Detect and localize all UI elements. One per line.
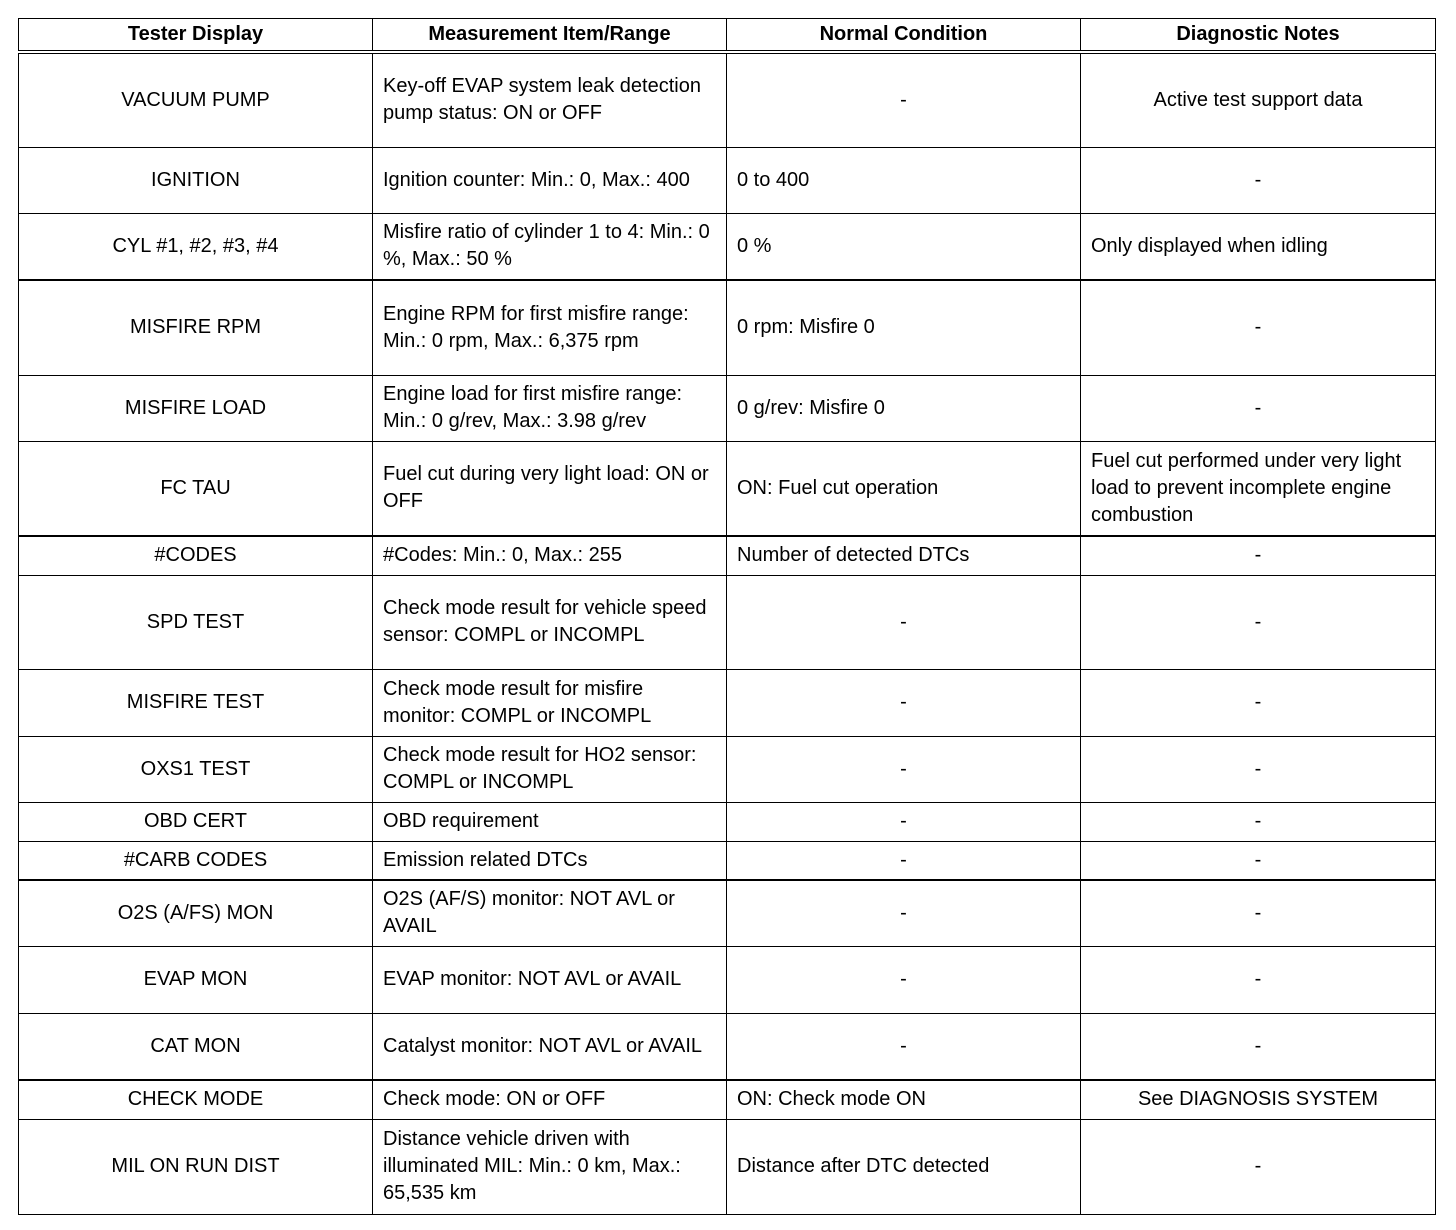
measurement-item-cell: Engine RPM for first misfire range: Min.… (372, 279, 727, 376)
measurement-item-cell: OBD requirement (372, 801, 727, 842)
tester-data-table: Tester Display Measurement Item/Range No… (18, 18, 1436, 1215)
tester-display-cell: CHECK MODE (18, 1079, 373, 1120)
tester-display-cell: #CARB CODES (18, 840, 373, 881)
tester-display-cell: #CODES (18, 535, 373, 576)
diagnostic-notes-cell: Active test support data (1080, 51, 1436, 148)
tester-display-cell: EVAP MON (18, 945, 373, 1014)
normal-condition-cell: - (726, 574, 1081, 670)
table-row: MISFIRE RPM Engine RPM for first misfire … (18, 279, 1436, 376)
normal-condition-cell: - (726, 735, 1081, 803)
measurement-item-cell: Misfire ratio of cylinder 1 to 4: Min.: … (372, 212, 727, 281)
normal-condition-cell: - (726, 51, 1081, 148)
header-normal-condition: Normal Condition (726, 18, 1081, 54)
diagnostic-notes-cell: - (1080, 668, 1436, 737)
measurement-item-cell: Check mode result for HO2 sensor: COMPL … (372, 735, 727, 803)
measurement-item-cell: Fuel cut during very light load: ON or O… (372, 440, 727, 537)
tester-display-cell: MISFIRE RPM (18, 279, 373, 376)
normal-condition-cell: - (726, 840, 1081, 881)
diagnostic-notes-cell: - (1080, 1012, 1436, 1081)
normal-condition-cell: Number of detected DTCs (726, 535, 1081, 576)
tester-display-cell: SPD TEST (18, 574, 373, 670)
diagnostic-notes-cell: Fuel cut performed under very light load… (1080, 440, 1436, 537)
tester-display-cell: OBD CERT (18, 801, 373, 842)
normal-condition-cell: - (726, 945, 1081, 1014)
measurement-item-cell: Check mode result for misfire monitor: C… (372, 668, 727, 737)
table-row: #CARB CODES Emission related DTCs - - (18, 840, 1436, 881)
diagnostic-notes-cell: - (1080, 840, 1436, 881)
table-row: VACUUM PUMP Key-off EVAP system leak dete… (18, 51, 1436, 148)
measurement-item-cell: #Codes: Min.: 0, Max.: 255 (372, 535, 727, 576)
tester-display-cell: MISFIRE LOAD (18, 374, 373, 442)
tester-display-cell: OXS1 TEST (18, 735, 373, 803)
tester-display-cell: MIL ON RUN DIST (18, 1118, 373, 1215)
table-row: OBD CERT OBD requirement - - (18, 801, 1436, 842)
table-row: MISFIRE LOAD Engine load for first misfir… (18, 374, 1436, 442)
measurement-item-cell: Check mode result for vehicle speed sens… (372, 574, 727, 670)
normal-condition-cell: 0 to 400 (726, 146, 1081, 214)
diagnostic-notes-cell: - (1080, 1118, 1436, 1215)
measurement-item-cell: EVAP monitor: NOT AVL or AVAIL (372, 945, 727, 1014)
diagnostic-notes-cell: Only displayed when idling (1080, 212, 1436, 281)
diagnostic-notes-cell: - (1080, 735, 1436, 803)
measurement-item-cell: Distance vehicle driven with illuminated… (372, 1118, 727, 1215)
diagnostic-notes-cell: - (1080, 374, 1436, 442)
table-row: CAT MON Catalyst monitor: NOT AVL or AVAI… (18, 1012, 1436, 1081)
normal-condition-cell: - (726, 1012, 1081, 1081)
table-row: FC TAU Fuel cut during very light load: O… (18, 440, 1436, 537)
normal-condition-cell: 0 rpm: Misfire 0 (726, 279, 1081, 376)
diagnostic-notes-cell: - (1080, 945, 1436, 1014)
header-tester-display: Tester Display (18, 18, 373, 54)
diagnostic-notes-cell: See DIAGNOSIS SYSTEM (1080, 1079, 1436, 1120)
tester-display-cell: MISFIRE TEST (18, 668, 373, 737)
tester-display-cell: FC TAU (18, 440, 373, 537)
table-row: IGNITION Ignition counter: Min.: 0, Max.:… (18, 146, 1436, 214)
tester-display-cell: CYL #1, #2, #3, #4 (18, 212, 373, 281)
normal-condition-cell: - (726, 801, 1081, 842)
header-measurement-item: Measurement Item/Range (372, 18, 727, 54)
diagnostic-notes-cell: - (1080, 801, 1436, 842)
measurement-item-cell: O2S (AF/S) monitor: NOT AVL or AVAIL (372, 879, 727, 947)
table-row: #CODES #Codes: Min.: 0, Max.: 255 Number o… (18, 535, 1436, 576)
diagnostic-notes-cell: - (1080, 279, 1436, 376)
normal-condition-cell: ON: Check mode ON (726, 1079, 1081, 1120)
measurement-item-cell: Emission related DTCs (372, 840, 727, 881)
tester-display-cell: IGNITION (18, 146, 373, 214)
table-row: OXS1 TEST Check mode result for HO2 senso… (18, 735, 1436, 803)
tester-display-cell: VACUUM PUMP (18, 51, 373, 148)
table-row: CHECK MODE Check mode: ON or OFF ON: Check… (18, 1079, 1436, 1120)
table-row: SPD TEST Check mode result for vehicle sp… (18, 574, 1436, 670)
normal-condition-cell: 0 % (726, 212, 1081, 281)
diagnostic-notes-cell: - (1080, 535, 1436, 576)
measurement-item-cell: Key-off EVAP system leak detection pump … (372, 51, 727, 148)
table-row: EVAP MON EVAP monitor: NOT AVL or AVAIL - - (18, 945, 1436, 1014)
measurement-item-cell: Engine load for first misfire range: Min… (372, 374, 727, 442)
table-row: CYL #1, #2, #3, #4 Misfire ratio of cylin… (18, 212, 1436, 281)
header-row: Tester Display Measurement Item/Range No… (18, 18, 1436, 54)
tester-display-cell: CAT MON (18, 1012, 373, 1081)
diagnostic-notes-cell: - (1080, 879, 1436, 947)
diagnostic-notes-cell: - (1080, 146, 1436, 214)
diagnostic-notes-cell: - (1080, 574, 1436, 670)
tester-display-cell: O2S (A/FS) MON (18, 879, 373, 947)
measurement-item-cell: Ignition counter: Min.: 0, Max.: 400 (372, 146, 727, 214)
normal-condition-cell: ON: Fuel cut operation (726, 440, 1081, 537)
measurement-item-cell: Check mode: ON or OFF (372, 1079, 727, 1120)
normal-condition-cell: 0 g/rev: Misfire 0 (726, 374, 1081, 442)
normal-condition-cell: - (726, 879, 1081, 947)
table-row: O2S (A/FS) MON O2S (AF/S) monitor: NOT AV… (18, 879, 1436, 947)
measurement-item-cell: Catalyst monitor: NOT AVL or AVAIL (372, 1012, 727, 1081)
table-row: MIL ON RUN DIST Distance vehicle driven w… (18, 1118, 1436, 1215)
table-row: MISFIRE TEST Check mode result for misfir… (18, 668, 1436, 737)
normal-condition-cell: - (726, 668, 1081, 737)
normal-condition-cell: Distance after DTC detected (726, 1118, 1081, 1215)
header-diagnostic-notes: Diagnostic Notes (1080, 18, 1436, 54)
